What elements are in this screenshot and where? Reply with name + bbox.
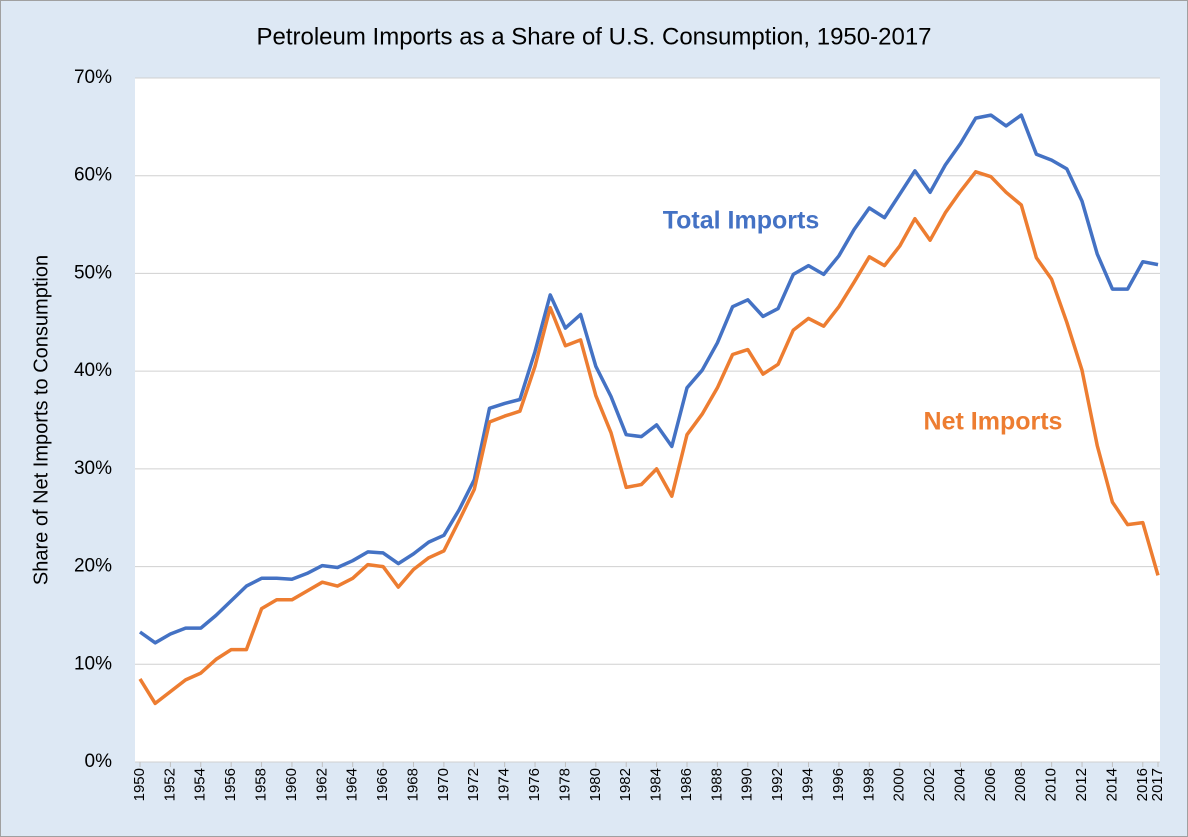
x-tick-label: 1962: [313, 768, 330, 801]
x-tick-label: 1972: [465, 768, 482, 801]
x-tick-label: 2008: [1012, 768, 1029, 801]
x-tick-label: 1978: [556, 768, 573, 801]
y-tick-label: 50%: [74, 262, 112, 283]
x-tick-label: 1952: [161, 768, 178, 801]
series-line: [138, 113, 1159, 645]
x-tick-label: 1956: [222, 768, 239, 801]
x-tick-label: 2014: [1103, 768, 1120, 801]
x-tick-label: 1974: [496, 768, 513, 801]
y-tick-label: 40%: [74, 360, 112, 381]
x-tick-label: 1996: [830, 768, 847, 801]
x-tick-label: 1960: [283, 768, 300, 801]
x-tick-label: 2006: [982, 768, 999, 801]
y-tick-label: 0%: [85, 751, 113, 772]
x-tick-label: 2016: [1134, 768, 1151, 801]
series-line: [138, 170, 1160, 706]
x-tick-label: 2017: [1149, 768, 1166, 801]
y-tick-label: 70%: [74, 67, 112, 88]
y-tick-label: 20%: [74, 556, 112, 577]
y-tick-label: 10%: [74, 653, 112, 674]
x-tick-label: 2010: [1043, 768, 1060, 801]
x-tick-label: 1958: [253, 768, 270, 801]
x-tick-label: 1982: [617, 768, 634, 801]
chart-title: Petroleum Imports as a Share of U.S. Con…: [256, 23, 931, 50]
x-tick-label: 1970: [435, 768, 452, 801]
x-tick-label: 1976: [526, 768, 543, 801]
series-label: Net Imports: [924, 408, 1063, 436]
x-tick-label: 1994: [800, 768, 817, 801]
y-axis-label: Share of Net Imports to Consumption: [30, 255, 52, 585]
x-tick-label: 2000: [891, 768, 908, 801]
x-tick-label: 1990: [739, 768, 756, 801]
x-tick-label: 2002: [921, 768, 938, 801]
x-tick-label: 1954: [192, 768, 209, 801]
x-tick-label: 1986: [678, 768, 695, 801]
x-tick-label: 1988: [708, 768, 725, 801]
y-tick-label: 30%: [74, 458, 112, 479]
x-tick-label: 1968: [404, 768, 421, 801]
x-tick-label: 1998: [860, 768, 877, 801]
x-tick-label: 1966: [374, 768, 391, 801]
x-tick-label: 2004: [951, 768, 968, 801]
x-tick-label: 2012: [1073, 768, 1090, 801]
x-tick-label: 1980: [587, 768, 604, 801]
x-tick-label: 1950: [131, 768, 148, 801]
series-label: Total Imports: [663, 207, 819, 235]
plot-area: [135, 78, 1160, 762]
y-tick-label: 60%: [74, 165, 112, 186]
x-tick-label: 1992: [769, 768, 786, 801]
x-tick-label: 1964: [344, 768, 361, 801]
x-tick-label: 1984: [648, 768, 665, 801]
